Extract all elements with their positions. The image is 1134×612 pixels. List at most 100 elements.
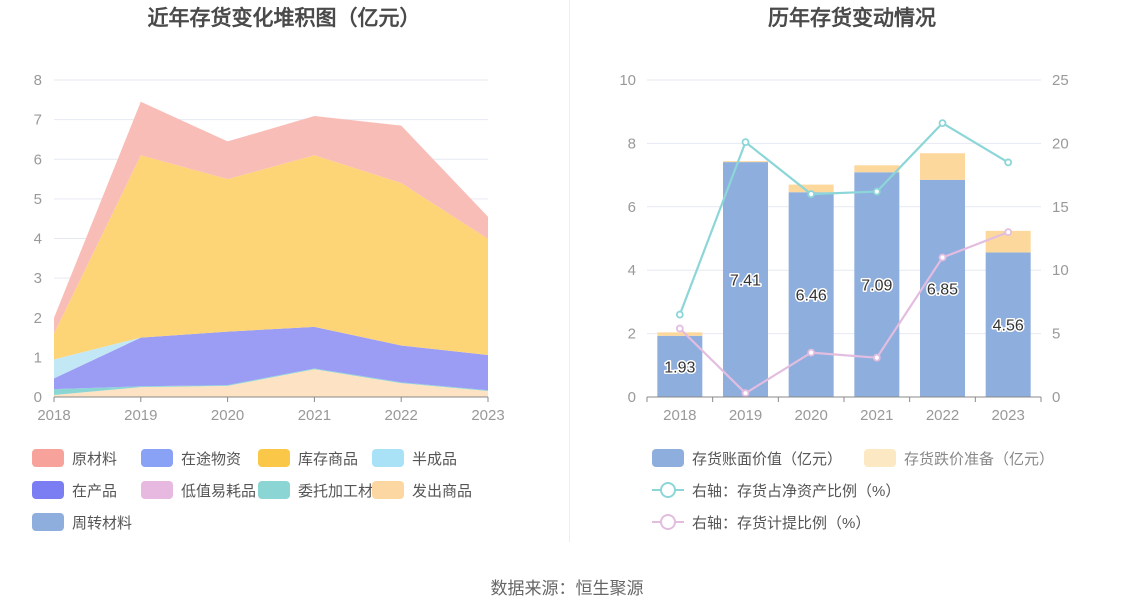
- legend-label: 半成品: [412, 450, 458, 468]
- area-原材料: [54, 101, 488, 334]
- x-tick-label: 2019: [124, 407, 157, 424]
- legend-item[interactable]: 存货账面价值（亿元）: [652, 448, 842, 468]
- legend-swatch: [141, 481, 173, 499]
- legend-swatch: [864, 449, 896, 467]
- legend-item[interactable]: 右轴：存货计提比例（%）: [652, 512, 870, 532]
- line-point: [675, 324, 684, 333]
- y-right-tick-label: 25: [1052, 72, 1069, 89]
- legend-label: 周转材料: [72, 514, 133, 532]
- legend-item[interactable]: 库存商品: [258, 448, 358, 468]
- legend-item[interactable]: 发出商品: [372, 480, 472, 500]
- y-left-tick-label: 8: [628, 135, 636, 152]
- y-tick-label: 5: [34, 191, 42, 208]
- y-tick-label: 8: [34, 72, 42, 89]
- legend-marker: [660, 514, 676, 530]
- right-chart-legend: 存货账面价值（亿元） 存货跌价准备（亿元） 右轴：存货占净资产比例（%） 右轴：存货计…: [570, 0, 1134, 560]
- legend-swatch: [32, 481, 64, 499]
- y-right-tick-label: 5: [1052, 326, 1060, 343]
- bar-book-value: [920, 179, 965, 397]
- line-右轴：存货占净资产比例（%）: [678, 121, 1009, 315]
- left-chart-panel: 近年存货变化堆积图（亿元） 0 1 2 3 4 5 6 7 8 2018 2019 2020 2021 2…: [0, 0, 568, 560]
- x-tick-label: 2018: [37, 407, 70, 424]
- legend-label: 在产品: [72, 482, 118, 500]
- y-tick-label: 7: [34, 112, 42, 129]
- legend-label: 在途物资: [181, 450, 242, 468]
- bar-value-label: 7.09: [861, 278, 892, 295]
- area-库存商品: [54, 155, 488, 360]
- legend-item[interactable]: 存货跌价准备（亿元）: [864, 448, 1054, 468]
- x-tick-label: 2021: [298, 407, 331, 424]
- x-tick-label: 2020: [211, 407, 244, 424]
- x-tick-label: 2021: [860, 407, 893, 424]
- line-point: [1004, 158, 1013, 167]
- bar-value-label: 7.41: [730, 273, 761, 290]
- line-point: [938, 253, 947, 262]
- bar-book-value: [985, 252, 1031, 397]
- y-tick-label: 0: [34, 389, 42, 406]
- area-在产品: [54, 326, 488, 391]
- y-right-tick-label: 15: [1052, 199, 1069, 216]
- legend-marker: [660, 482, 676, 498]
- inventory-bar-line-chart: 0 2 4 6 8 10 0 5 10 15 20 25 1.93 7.41 6.46 7.09 6.85 4.5…: [619, 72, 1069, 424]
- y-tick-label: 6: [34, 151, 42, 168]
- y-tick-label: 3: [34, 270, 42, 287]
- line-point: [741, 138, 750, 147]
- bar-book-value: [657, 335, 703, 397]
- bar-value-label: 4.56: [993, 318, 1024, 335]
- panel-divider: [569, 0, 570, 542]
- legend-label: 存货跌价准备（亿元）: [904, 450, 1055, 468]
- x-tick-label: 2022: [926, 407, 959, 424]
- x-tick-label: 2018: [663, 407, 696, 424]
- y-right-tick-label: 0: [1052, 389, 1060, 406]
- legend-swatch: [258, 449, 290, 467]
- bar-value-label: 6.46: [796, 288, 827, 305]
- x-tick-label: 2019: [729, 407, 762, 424]
- x-tick-label: 2020: [794, 407, 827, 424]
- area-发出商品: [54, 369, 488, 397]
- legend-item[interactable]: 周转材料: [32, 512, 132, 532]
- y-right-tick-label: 20: [1052, 135, 1069, 152]
- line-point: [1004, 228, 1013, 237]
- legend-item[interactable]: 在途物资: [141, 448, 241, 468]
- legend-swatch: [32, 449, 64, 467]
- legend-label: 右轴：存货计提比例（%）: [692, 514, 871, 532]
- left-chart-legend: 原材料 在途物资 库存商品 半成品在产品 低值易耗品 委托加工材料 发出商品周转材料: [0, 0, 568, 560]
- right-chart-title: 历年存货变动情况: [768, 7, 936, 30]
- legend-item[interactable]: 在产品: [32, 480, 117, 500]
- legend-label: 原材料: [72, 450, 118, 468]
- legend-item[interactable]: 委托加工材料: [258, 480, 388, 500]
- legend-label: 库存商品: [298, 450, 359, 468]
- y-right-tick-label: 10: [1052, 262, 1069, 279]
- y-left-tick-label: 10: [619, 72, 636, 89]
- y-tick-label: 1: [34, 349, 42, 366]
- left-chart-title: 近年存货变化堆积图（亿元）: [147, 7, 421, 30]
- legend-line-swatch: [652, 481, 684, 499]
- line-point: [872, 187, 881, 196]
- legend-swatch: [652, 449, 684, 467]
- right-chart-panel: 历年存货变动情况 0 2 4 6 8 10 0 5 10 15 20 25 1.93 7.41 6.46 7.…: [570, 0, 1134, 560]
- bar-impairment: [723, 161, 768, 163]
- bar-impairment: [854, 165, 900, 173]
- y-tick-label: 4: [34, 231, 42, 248]
- legend-item[interactable]: 半成品: [372, 448, 457, 468]
- line-右轴：存货计提比例（%）: [679, 231, 1009, 395]
- legend-label: 发出商品: [412, 482, 473, 500]
- bar-impairment: [788, 184, 834, 193]
- x-tick-label: 2022: [385, 407, 418, 424]
- legend-label: 右轴：存货占净资产比例（%）: [692, 482, 901, 500]
- legend-swatch: [258, 481, 290, 499]
- legend-swatch: [372, 481, 404, 499]
- bar-value-label: 1.93: [664, 359, 695, 376]
- legend-line-swatch: [652, 513, 684, 531]
- line-point: [872, 353, 881, 362]
- legend-item[interactable]: 原材料: [32, 448, 117, 468]
- legend-label: 委托加工材料: [298, 482, 389, 500]
- y-left-tick-label: 0: [628, 389, 636, 406]
- legend-item[interactable]: 右轴：存货占净资产比例（%）: [652, 480, 900, 500]
- legend-item[interactable]: 低值易耗品: [141, 480, 256, 500]
- bar-book-value: [723, 162, 768, 397]
- legend-label: 存货账面价值（亿元）: [692, 450, 843, 468]
- y-left-tick-label: 4: [628, 262, 636, 279]
- x-tick-label: 2023: [471, 407, 504, 424]
- line-point: [807, 348, 816, 357]
